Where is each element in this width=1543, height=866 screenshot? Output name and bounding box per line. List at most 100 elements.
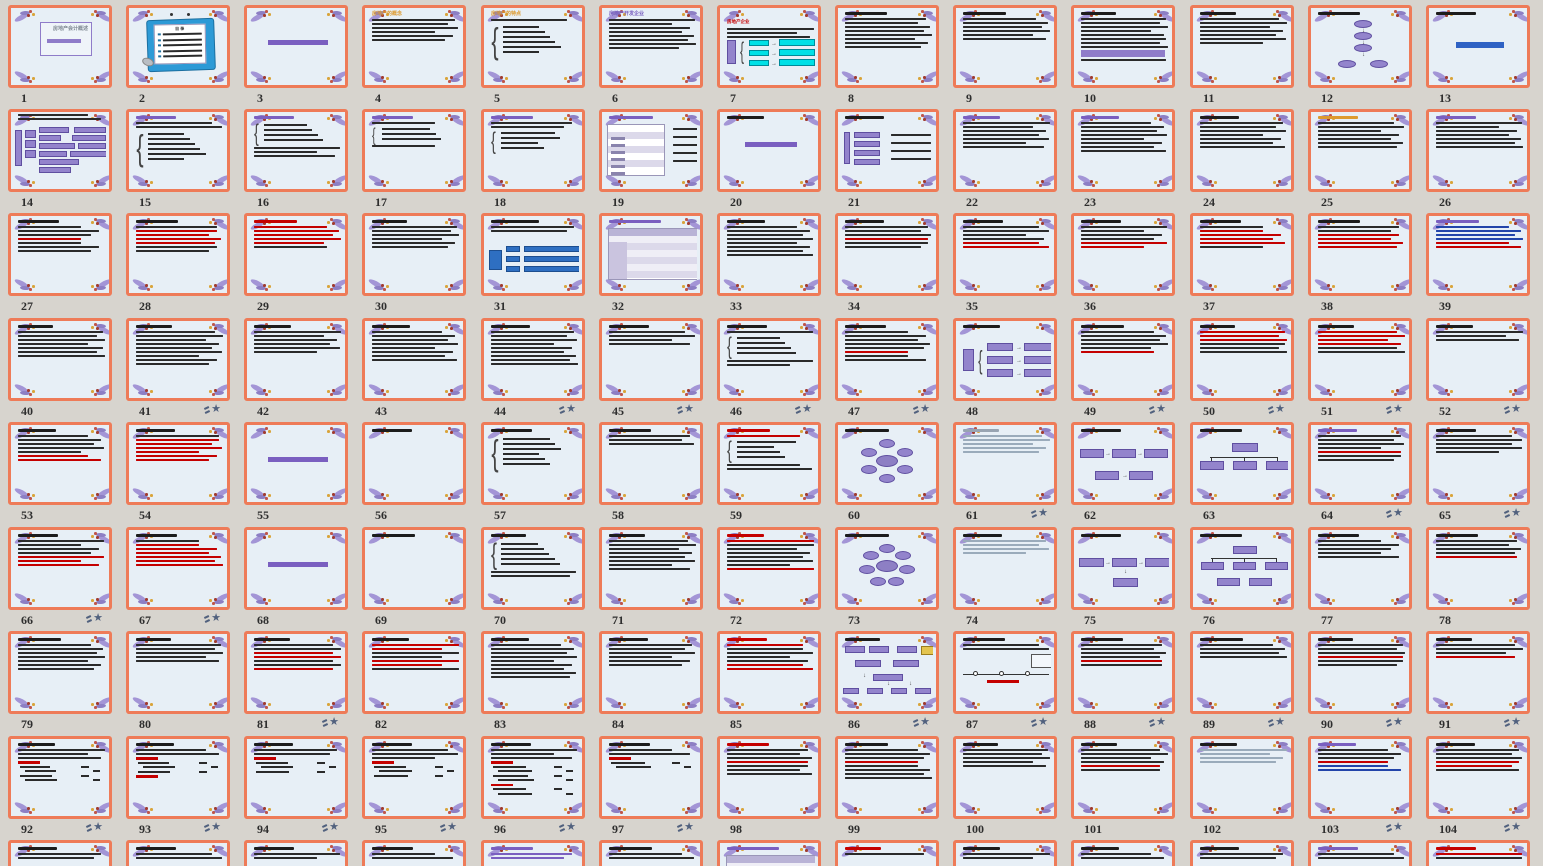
slide-thumbnail-33[interactable] [717,213,821,296]
slide-thumbnail-87[interactable] [953,631,1057,714]
animation-star-icon[interactable]: ★ [329,821,339,833]
slide-thumbnail-50[interactable] [1190,318,1294,401]
slide-thumbnail-31[interactable] [481,213,585,296]
slide-thumbnail-98[interactable] [717,736,821,819]
slide-thumbnail-34[interactable] [835,213,939,296]
slide-thumbnail-24[interactable] [1190,109,1294,192]
slide-thumbnail-85[interactable] [717,631,821,714]
slide-thumbnail-80[interactable] [126,631,230,714]
slide-thumbnail-47[interactable] [835,318,939,401]
slide-thumbnail-16[interactable]: { [244,109,348,192]
slide-thumbnail-96[interactable] [481,736,585,819]
slide-thumbnail-68[interactable] [244,527,348,610]
slide-thumbnail-95[interactable] [362,736,466,819]
slide-thumbnail-67[interactable] [126,527,230,610]
slide-thumbnail[interactable] [1426,840,1530,866]
animation-star-icon[interactable]: ★ [684,403,694,415]
slide-thumbnail-57[interactable]: { [481,422,585,505]
slide-thumbnail-53[interactable] [8,422,112,505]
slide-thumbnail-46[interactable]: { [717,318,821,401]
slide-thumbnail-12[interactable]: ↓ ↓ ↓ [1308,5,1412,88]
slide-thumbnail-39[interactable] [1426,213,1530,296]
slide-thumbnail[interactable] [953,840,1057,866]
slide-thumbnail-36[interactable] [1071,213,1175,296]
slide-thumbnail-25[interactable] [1308,109,1412,192]
slide-thumbnail-100[interactable] [953,736,1057,819]
slide-thumbnail-78[interactable] [1426,527,1530,610]
slide-thumbnail-64[interactable] [1308,422,1412,505]
slide-thumbnail-10[interactable] [1071,5,1175,88]
slide-thumbnail-55[interactable] [244,422,348,505]
animation-star-icon[interactable]: ★ [1275,716,1285,728]
animation-star-icon[interactable]: ★ [1393,403,1403,415]
slide-thumbnail-37[interactable] [1190,213,1294,296]
slide-thumbnail-8[interactable] [835,5,939,88]
animation-star-icon[interactable]: ★ [1393,716,1403,728]
slide-thumbnail-90[interactable] [1308,631,1412,714]
slide-thumbnail-71[interactable] [599,527,703,610]
animation-star-icon[interactable]: ★ [1393,821,1403,833]
slide-thumbnail-66[interactable] [8,527,112,610]
slide-thumbnail-91[interactable] [1426,631,1530,714]
animation-star-icon[interactable]: ★ [1038,716,1048,728]
slide-thumbnail-97[interactable] [599,736,703,819]
slide-thumbnail-102[interactable] [1190,736,1294,819]
slide-thumbnail[interactable] [362,840,466,866]
animation-star-icon[interactable]: ★ [211,821,221,833]
slide-thumbnail-82[interactable] [362,631,466,714]
animation-star-icon[interactable]: ★ [1275,403,1285,415]
slide-thumbnail-30[interactable] [362,213,466,296]
slide-thumbnail-7[interactable]: 房地产企业 {→ → → [717,5,821,88]
slide-thumbnail-3[interactable] [244,5,348,88]
slide-thumbnail-42[interactable] [244,318,348,401]
slide-thumbnail-59[interactable]: { [717,422,821,505]
slide-thumbnail-89[interactable] [1190,631,1294,714]
slide-thumbnail-65[interactable] [1426,422,1530,505]
slide-thumbnail-5[interactable]: 房地产的特点 { [481,5,585,88]
animation-star-icon[interactable]: ★ [93,612,103,624]
slide-thumbnail-88[interactable] [1071,631,1175,714]
animation-star-icon[interactable]: ★ [211,612,221,624]
slide-thumbnail[interactable] [244,840,348,866]
slide-thumbnail-94[interactable] [244,736,348,819]
slide-thumbnail-27[interactable] [8,213,112,296]
slide-thumbnail-45[interactable] [599,318,703,401]
slide-thumbnail[interactable] [481,840,585,866]
slide-thumbnail[interactable] [1190,840,1294,866]
slide-thumbnail[interactable] [717,840,821,866]
slide-thumbnail-4[interactable]: 房地产的概念 [362,5,466,88]
animation-star-icon[interactable]: ★ [1156,403,1166,415]
animation-star-icon[interactable]: ★ [1038,507,1048,519]
slide-thumbnail[interactable] [1071,840,1175,866]
slide-thumbnail-2[interactable]: 目 录 [126,5,230,88]
slide-thumbnail-49[interactable] [1071,318,1175,401]
slide-thumbnail-29[interactable] [244,213,348,296]
slide-thumbnail-38[interactable] [1308,213,1412,296]
slide-thumbnail-51[interactable] [1308,318,1412,401]
slide-thumbnail-43[interactable] [362,318,466,401]
slide-thumbnail-73[interactable] [835,527,939,610]
slide-thumbnail-52[interactable] [1426,318,1530,401]
slide-thumbnail[interactable] [126,840,230,866]
slide-thumbnail-99[interactable] [835,736,939,819]
slide-thumbnail-14[interactable] [8,109,112,192]
slide-thumbnail-84[interactable] [599,631,703,714]
animation-star-icon[interactable]: ★ [1511,403,1521,415]
slide-thumbnail-93[interactable] [126,736,230,819]
slide-thumbnail-20[interactable] [717,109,821,192]
slide-thumbnail-104[interactable] [1426,736,1530,819]
animation-star-icon[interactable]: ★ [920,716,930,728]
slide-thumbnail-77[interactable] [1308,527,1412,610]
slide-thumbnail-101[interactable] [1071,736,1175,819]
slide-thumbnail-32[interactable] [599,213,703,296]
slide-thumbnail-19[interactable] [599,109,703,192]
slide-thumbnail[interactable] [1308,840,1412,866]
slide-thumbnail-62[interactable]: → → → [1071,422,1175,505]
slide-thumbnail-72[interactable] [717,527,821,610]
animation-star-icon[interactable]: ★ [684,821,694,833]
slide-thumbnail-22[interactable] [953,109,1057,192]
slide-thumbnail-56[interactable] [362,422,466,505]
slide-thumbnail-11[interactable] [1190,5,1294,88]
slide-thumbnail-40[interactable] [8,318,112,401]
animation-star-icon[interactable]: ★ [566,821,576,833]
